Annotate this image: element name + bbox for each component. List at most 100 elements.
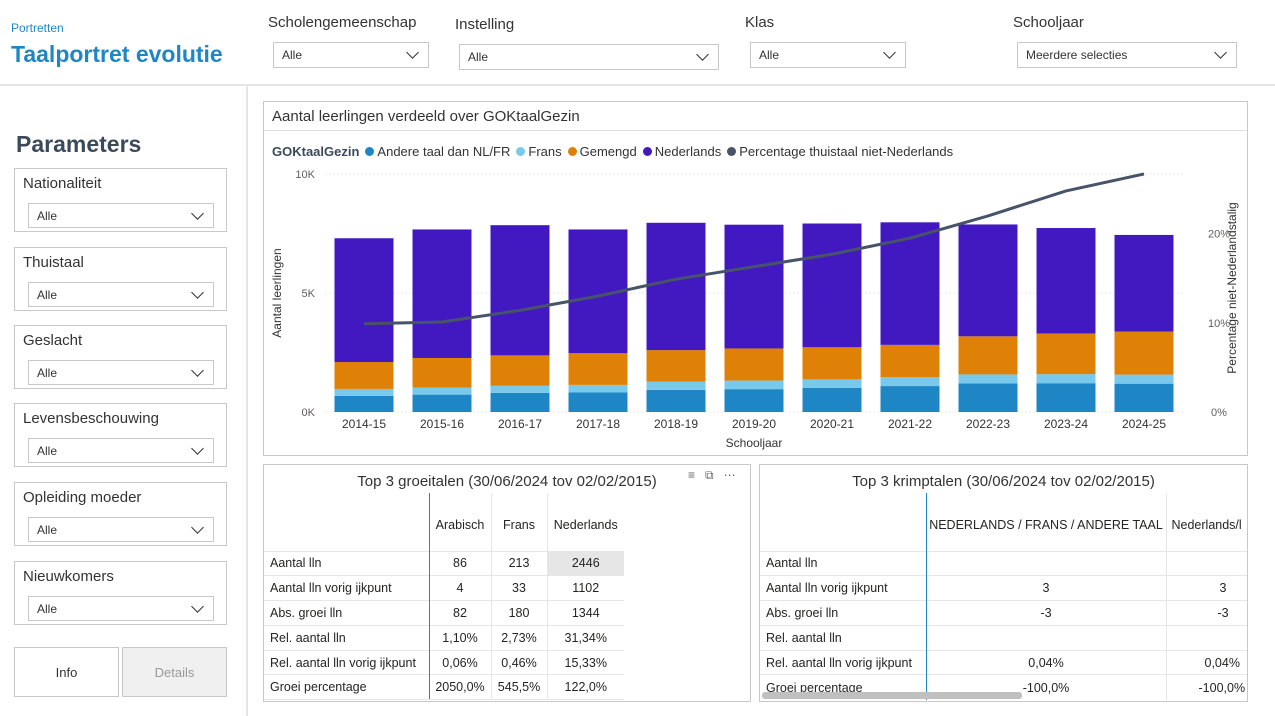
table-cell[interactable]: 180 xyxy=(490,600,547,626)
bar-segment xyxy=(646,222,706,351)
table-cell[interactable]: 15,33% xyxy=(546,649,624,675)
bar-segment xyxy=(568,353,628,385)
table-cell[interactable]: -3 xyxy=(925,600,1166,626)
table-cell[interactable]: 86 xyxy=(428,550,491,576)
table-cell[interactable]: 3 xyxy=(1165,575,1247,601)
table-cell[interactable] xyxy=(1165,550,1247,576)
bar-segment xyxy=(958,224,1018,337)
legend-item[interactable]: Nederlands xyxy=(642,144,722,159)
table-cell[interactable]: 4 xyxy=(428,575,491,601)
table-cell[interactable]: 1344 xyxy=(546,600,624,626)
legend-item[interactable]: Percentage thuistaal niet-Nederlands xyxy=(727,144,953,159)
column-header[interactable]: Nederlands/l xyxy=(1165,493,1247,551)
growth-table-panel: ≡ ⧉ ⋯ Top 3 groeitalen (30/06/2024 tov 0… xyxy=(263,464,751,702)
table-cell[interactable] xyxy=(1165,624,1247,651)
bar-segment xyxy=(490,385,550,393)
table-cell[interactable]: 0,04% xyxy=(925,649,1166,675)
dropdown-scholengemeenschap[interactable]: Alle xyxy=(273,42,429,68)
table-row: Rel. aantal lln 1,10% 2,73% 31,34% xyxy=(264,624,624,651)
table-cell[interactable]: 2446 xyxy=(546,550,624,576)
bar-segment xyxy=(490,355,550,386)
shrink-table: NEDERLANDS / FRANS / ANDERE TAAL Nederla… xyxy=(760,493,1247,700)
bar-segment xyxy=(646,389,706,412)
param-dropdown-opleiding-moeder[interactable]: Alle xyxy=(28,517,214,542)
table-cell[interactable]: 545,5% xyxy=(490,674,547,701)
table-cell[interactable]: 33 xyxy=(490,575,547,601)
param-dropdown-nationaliteit[interactable]: Alle xyxy=(28,203,214,228)
dropdown-value: Meerdere selecties xyxy=(1026,48,1128,62)
table-cell[interactable]: 0,06% xyxy=(428,649,491,675)
table-cell[interactable]: 82 xyxy=(428,600,491,626)
x-tick-label: 2015-16 xyxy=(420,417,464,431)
x-axis-label: Schooljaar xyxy=(726,436,783,450)
table-row: Abs. groei lln -3 -3 xyxy=(760,600,1247,626)
bar-segment xyxy=(334,238,394,363)
y-tick-label: 0K xyxy=(302,407,316,419)
param-dropdown-levensbeschouwing[interactable]: Alle xyxy=(28,438,214,463)
dropdown-instelling[interactable]: Alle xyxy=(459,44,719,70)
bar-segment xyxy=(802,347,862,380)
param-label: Levensbeschouwing xyxy=(23,410,159,427)
column-header[interactable]: Frans xyxy=(490,493,547,551)
bar-segment xyxy=(568,384,628,393)
more-options-icon[interactable]: ⋯ xyxy=(723,468,736,482)
bar-segment xyxy=(724,348,784,381)
bar-segment xyxy=(646,381,706,390)
column-header[interactable]: NEDERLANDS / FRANS / ANDERE TAAL xyxy=(925,493,1166,551)
breadcrumb[interactable]: Portretten xyxy=(11,21,64,35)
bar-segment xyxy=(1114,234,1174,332)
param-dropdown-geslacht[interactable]: Alle xyxy=(28,360,214,385)
row-label: Abs. groei lln xyxy=(760,600,926,626)
table-cell[interactable]: 1,10% xyxy=(428,624,491,651)
chart-title-divider xyxy=(264,130,1247,131)
shrink-table-title: Top 3 krimptalen (30/06/2024 tov 02/02/2… xyxy=(852,473,1155,490)
header: Portretten Taalportret evolutie Scholeng… xyxy=(0,0,1275,86)
param-label: Thuistaal xyxy=(23,254,84,271)
param-dropdown-thuistaal[interactable]: Alle xyxy=(28,282,214,307)
table-cell[interactable]: -100,0% xyxy=(1165,674,1247,700)
dropdown-klas[interactable]: Alle xyxy=(750,42,906,68)
info-button[interactable]: Info xyxy=(14,647,119,697)
table-cell[interactable]: 1102 xyxy=(546,575,624,601)
table-cell[interactable]: 0,46% xyxy=(490,649,547,675)
table-cell[interactable]: -3 xyxy=(1165,600,1247,626)
bar-segment xyxy=(646,350,706,382)
table-cell[interactable]: 213 xyxy=(490,550,547,576)
param-label: Nieuwkomers xyxy=(23,568,114,585)
table-cell[interactable]: 2050,0% xyxy=(428,674,491,701)
y2-tick-label: 10% xyxy=(1208,318,1230,330)
table-cell[interactable]: 122,0% xyxy=(546,674,624,701)
table-cell[interactable]: 31,34% xyxy=(546,624,624,651)
param-dropdown-nieuwkomers[interactable]: Alle xyxy=(28,596,214,621)
table-cell[interactable]: -100,0% xyxy=(925,674,1166,700)
table-cell[interactable]: 0,04% xyxy=(1165,649,1247,675)
table-cell[interactable]: 3 xyxy=(925,575,1166,601)
legend-item[interactable]: Gemengd xyxy=(567,144,637,159)
bar-segment xyxy=(490,392,550,412)
chart-title: Aantal leerlingen verdeeld over GOKtaalG… xyxy=(272,108,580,125)
column-header[interactable]: Nederlands xyxy=(546,493,624,551)
bar-segment xyxy=(724,389,784,412)
x-tick-label: 2014-15 xyxy=(342,417,386,431)
filter-icon[interactable]: ≡ xyxy=(688,468,696,482)
dropdown-schooljaar[interactable]: Meerdere selecties xyxy=(1017,42,1237,68)
table-row: Rel. aantal lln xyxy=(760,624,1247,651)
x-tick-label: 2024-25 xyxy=(1122,417,1166,431)
row-label: Aantal lln vorig ijkpunt xyxy=(760,575,926,601)
table-cell[interactable] xyxy=(925,550,1166,576)
legend-label: Nederlands xyxy=(654,144,722,159)
table-cell[interactable] xyxy=(925,624,1166,651)
column-header[interactable]: Arabisch xyxy=(428,493,491,551)
legend-dot xyxy=(516,147,526,156)
focus-mode-icon[interactable]: ⧉ xyxy=(705,468,714,482)
legend-item[interactable]: Frans xyxy=(516,144,562,159)
dropdown-value: Alle xyxy=(37,522,58,537)
legend-item[interactable]: Andere taal dan NL/FR xyxy=(365,144,510,159)
bar-segment xyxy=(880,386,940,412)
legend-dot xyxy=(727,147,737,156)
chevron-down-icon xyxy=(191,520,204,534)
table-cell[interactable]: 2,73% xyxy=(490,624,547,651)
horizontal-scrollbar[interactable] xyxy=(762,692,1022,699)
bar-segment xyxy=(880,222,940,345)
details-button[interactable]: Details xyxy=(122,647,227,697)
